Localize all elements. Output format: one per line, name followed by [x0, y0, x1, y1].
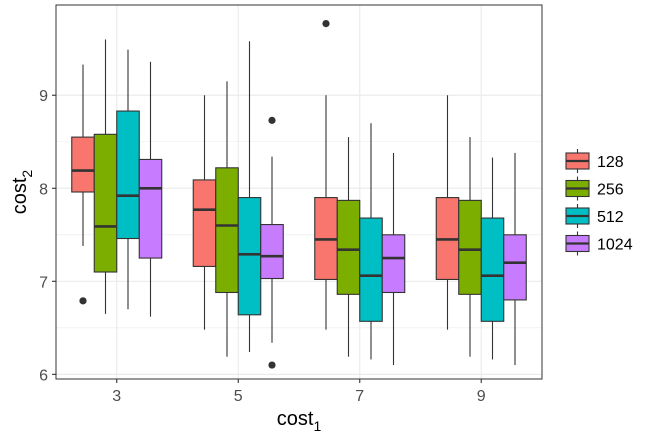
outlier-point [79, 297, 87, 305]
y-axis-title-sub: 2 [19, 170, 35, 178]
legend-item-1024: 1024 [565, 231, 633, 256]
legend-label: 512 [597, 209, 624, 226]
box-256-cost1-5 [215, 81, 239, 357]
box-iqr [71, 136, 95, 193]
legend-label: 1024 [597, 237, 633, 254]
legend-item-512: 512 [565, 204, 624, 228]
x-tick-label: 5 [234, 388, 243, 405]
legend-label: 256 [597, 182, 624, 199]
box-iqr [260, 224, 284, 280]
box-1024-cost1-9 [503, 152, 527, 366]
box-iqr [237, 197, 262, 316]
box-iqr [336, 199, 361, 295]
box-256-cost1-3 [93, 39, 118, 314]
box-iqr [192, 179, 217, 267]
y-tick-label: 9 [39, 88, 48, 105]
x-tick-label: 9 [477, 388, 486, 405]
y-axis-title-main: cost [9, 177, 31, 214]
box-iqr [381, 234, 406, 294]
y-tick-label: 6 [39, 367, 48, 384]
x-tick-label: 7 [355, 388, 364, 405]
legend-label: 128 [597, 154, 624, 171]
x-axis: 3 5 7 9 [112, 379, 486, 405]
x-tick-label: 3 [112, 388, 121, 405]
x-axis-title-main: cost [277, 408, 314, 430]
box-256-cost1-9 [458, 137, 482, 357]
legend-item-256: 256 [565, 176, 624, 201]
box-1024-cost1-5 [260, 116, 284, 369]
y-axis: 6 7 8 9 [39, 88, 56, 384]
box-iqr [480, 217, 505, 322]
legend-item-128: 128 [565, 149, 624, 173]
outlier-point [322, 20, 330, 28]
box-iqr [503, 234, 527, 301]
box-iqr [359, 217, 383, 322]
box-512-cost1-7 [359, 123, 383, 360]
box-128-cost1-9 [435, 95, 460, 330]
box-layer [71, 20, 527, 369]
box-1024-cost1-3 [138, 61, 163, 317]
y-tick-label: 7 [39, 274, 48, 291]
plot-border [55, 4, 543, 380]
box-128-cost1-3 [71, 64, 95, 305]
legend: 128 256 512 1024 [565, 149, 633, 256]
box-iqr [93, 133, 118, 273]
x-axis-title-sub: 1 [313, 418, 321, 434]
outlier-point [268, 361, 276, 369]
y-tick-label: 8 [39, 181, 48, 198]
box-iqr [215, 167, 239, 294]
box-1024-cost1-7 [381, 152, 406, 366]
y-axis-title: cost2 [9, 170, 35, 215]
box-iqr [116, 110, 140, 240]
x-axis-title: cost1 [277, 408, 322, 434]
box-iqr [138, 158, 163, 259]
box-iqr [458, 199, 482, 295]
outlier-point [268, 116, 276, 124]
